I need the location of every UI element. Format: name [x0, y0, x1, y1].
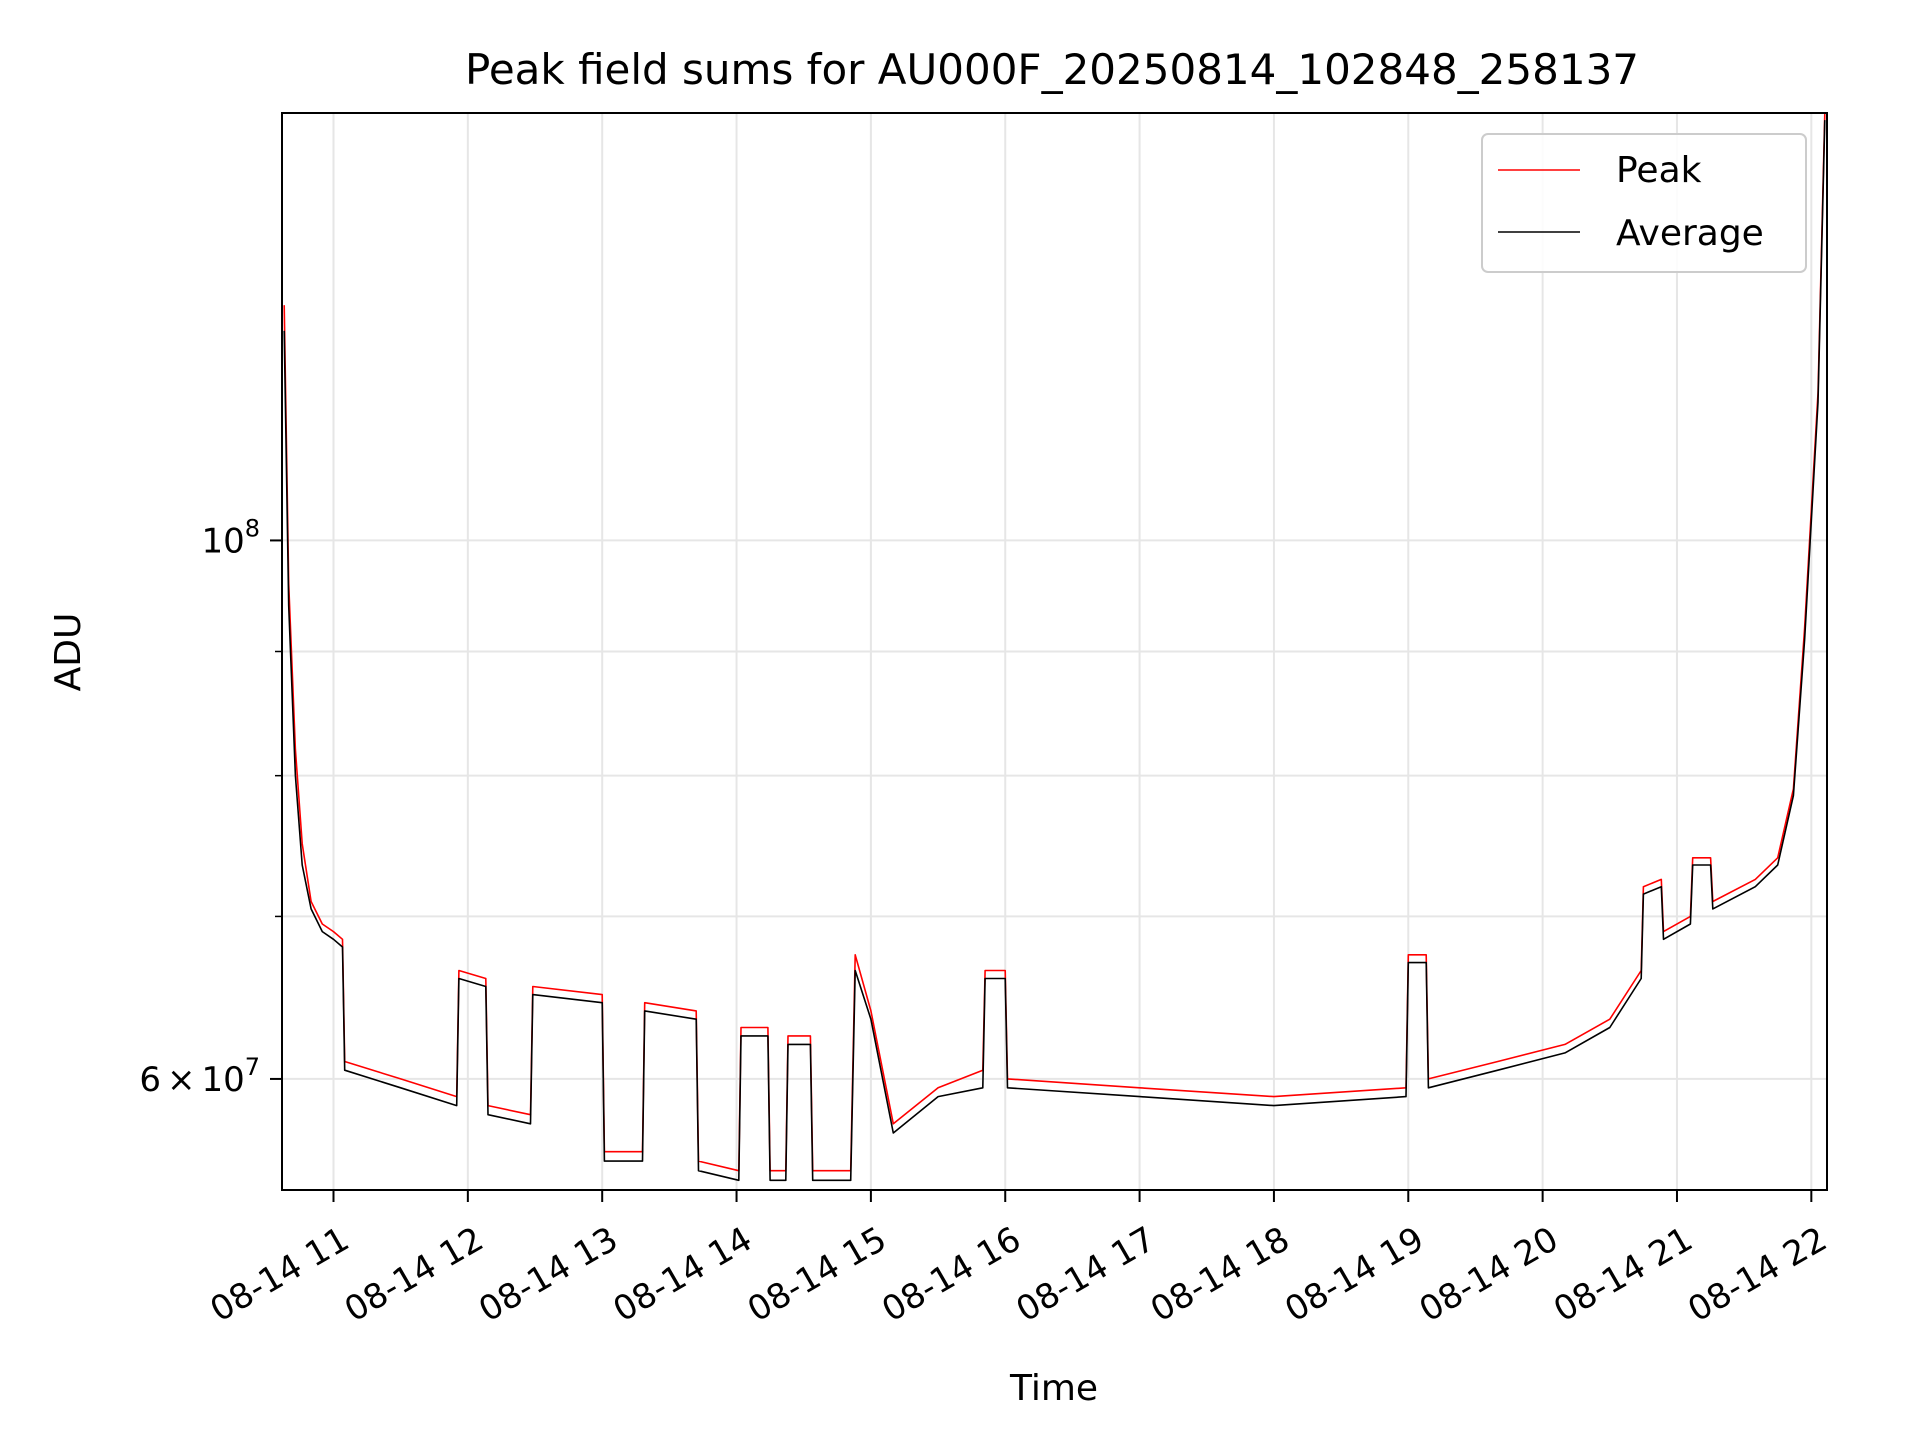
y-tick-label: 6 × 107	[139, 1053, 260, 1100]
x-axis-label: Time	[1009, 1368, 1098, 1409]
x-tick-label: 08-14 16	[875, 1219, 1027, 1330]
y-tick-exponent: 8	[245, 514, 260, 542]
x-tick-label: 08-14 21	[1547, 1219, 1699, 1330]
x-tick-label: 08-14 22	[1681, 1219, 1833, 1330]
x-tick-label: 08-14 14	[607, 1219, 759, 1330]
legend-label-peak: Peak	[1616, 150, 1702, 191]
x-tick-label: 08-14 18	[1144, 1219, 1296, 1330]
legend-label-average: Average	[1616, 213, 1764, 254]
y-axis-label: ADU	[48, 613, 89, 692]
y-tick-mantissa: 6	[139, 1060, 161, 1100]
series-line-average	[283, 120, 1826, 1182]
y-tick-base: 10	[201, 521, 244, 561]
x-tick-label: 08-14 12	[338, 1219, 490, 1330]
grid	[282, 113, 1827, 1190]
legend: Peak Average	[1481, 133, 1807, 273]
y-tick-times: ×	[167, 1060, 196, 1100]
y-tick-exponent: 7	[245, 1053, 260, 1081]
x-tick-label: 08-14 19	[1278, 1219, 1430, 1330]
x-tick-label: 08-14 20	[1413, 1219, 1565, 1330]
y-tick-base: 10	[201, 1060, 244, 1100]
x-tick-label: 08-14 11	[204, 1219, 356, 1330]
y-tick-label: 108	[201, 514, 260, 561]
chart-title: Peak field sums for AU000F_20250814_1028…	[465, 45, 1639, 94]
x-tick-label: 08-14 13	[472, 1219, 624, 1330]
series-layer	[283, 112, 1826, 1182]
legend-box	[1481, 133, 1807, 273]
x-tick-label: 08-14 17	[1010, 1219, 1162, 1330]
x-tick-label: 08-14 15	[741, 1219, 893, 1330]
